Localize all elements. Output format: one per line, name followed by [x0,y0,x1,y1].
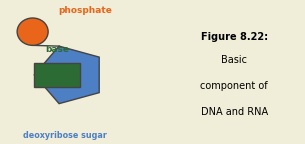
Text: Figure 8.22:: Figure 8.22: [200,32,268,42]
Text: DNA and RNA: DNA and RNA [200,107,268,116]
Bar [34,63,80,87]
Text: component of: component of [200,81,268,91]
Polygon shape [34,46,99,104]
Text: phosphate: phosphate [58,6,112,15]
Text: base: base [45,45,69,54]
Text: Basic: Basic [221,55,247,65]
Circle shape [17,18,48,45]
Text: deoxyribose sugar: deoxyribose sugar [23,131,107,140]
